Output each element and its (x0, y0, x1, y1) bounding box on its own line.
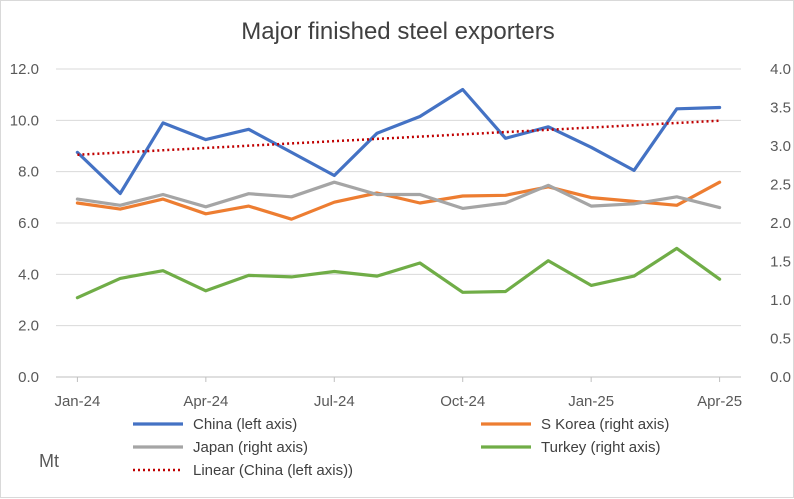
legend-label: Linear (China (left axis)) (193, 462, 353, 479)
left-tick-label: 4.0 (18, 266, 39, 283)
right-tick-label: 3.0 (770, 138, 791, 155)
series-line (75, 87, 722, 196)
left-tick-label: 0.0 (18, 369, 39, 386)
right-tick-label: 0.0 (770, 369, 791, 386)
series-line (77, 119, 720, 157)
legend-label: S Korea (right axis) (541, 416, 669, 433)
left-tick-label: 8.0 (18, 164, 39, 181)
legend: China (left axis) S Korea (right axis) Jap… (133, 416, 669, 479)
right-tick-label: 1.5 (770, 254, 791, 271)
left-axis-ticks: 0.0 2.0 4.0 6.0 8.0 10.0 12.0 (10, 61, 39, 386)
right-tick-label: 3.5 (770, 100, 791, 117)
left-tick-label: 10.0 (10, 112, 39, 129)
right-tick-label: 2.5 (770, 177, 791, 194)
x-tick-label: Apr-25 (697, 393, 742, 410)
series-lines (75, 87, 722, 300)
series-line (75, 180, 722, 221)
x-tick-label: Oct-24 (440, 393, 485, 410)
right-tick-label: 4.0 (770, 61, 791, 78)
x-tick-label: Jul-24 (314, 393, 355, 410)
series-line (75, 246, 722, 300)
x-tick-label: Jan-25 (568, 393, 614, 410)
legend-label: Japan (right axis) (193, 439, 308, 456)
legend-label: Turkey (right axis) (541, 439, 660, 456)
series-line (75, 180, 722, 210)
right-axis-ticks: 0.0 0.5 1.0 1.5 2.0 2.5 3.0 3.5 4.0 (770, 61, 791, 386)
left-tick-label: 6.0 (18, 215, 39, 232)
x-tick-label: Apr-24 (183, 393, 228, 410)
x-axis-ticks: Jan-24 Apr-24 Jul-24 Oct-24 Jan-25 Apr-25 (54, 377, 742, 410)
gridlines (56, 68, 741, 378)
right-tick-label: 0.5 (770, 331, 791, 348)
legend-label: China (left axis) (193, 416, 297, 433)
unit-label: Mt (39, 451, 59, 471)
right-tick-label: 1.0 (770, 292, 791, 309)
left-tick-label: 12.0 (10, 61, 39, 78)
left-tick-label: 2.0 (18, 318, 39, 335)
right-tick-label: 2.0 (770, 215, 791, 232)
x-tick-label: Jan-24 (54, 393, 100, 410)
chart-title: Major finished steel exporters (241, 18, 554, 45)
